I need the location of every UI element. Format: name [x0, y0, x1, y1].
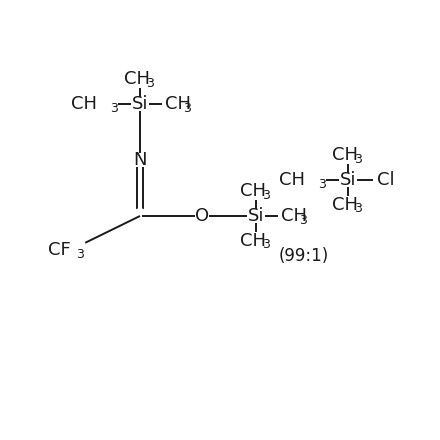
Text: CH: CH: [71, 95, 97, 113]
Text: 3: 3: [354, 202, 362, 215]
Text: Si: Si: [340, 171, 356, 189]
Text: CH: CH: [332, 196, 358, 214]
Text: CH: CH: [124, 70, 150, 88]
Text: Si: Si: [248, 207, 264, 225]
Text: Cl: Cl: [377, 171, 394, 189]
Text: 3: 3: [146, 77, 154, 90]
Text: CH: CH: [281, 207, 307, 225]
Text: 3: 3: [262, 238, 270, 251]
Text: CH: CH: [240, 182, 266, 200]
Text: 3: 3: [262, 189, 270, 202]
Text: CH: CH: [165, 95, 191, 113]
Text: Si: Si: [132, 95, 148, 113]
Circle shape: [133, 209, 147, 223]
Text: 3: 3: [76, 247, 84, 260]
Text: CH: CH: [332, 146, 358, 164]
Text: CH: CH: [240, 232, 266, 250]
Text: CH: CH: [279, 171, 305, 189]
Text: O: O: [195, 207, 209, 225]
Text: 3: 3: [299, 213, 307, 227]
Text: N: N: [133, 151, 147, 169]
Text: 3: 3: [183, 102, 191, 114]
Text: CF: CF: [48, 241, 71, 259]
Text: (99:1): (99:1): [279, 247, 329, 265]
Text: 3: 3: [110, 102, 118, 114]
Text: 3: 3: [354, 153, 362, 166]
Text: 3: 3: [318, 177, 326, 191]
